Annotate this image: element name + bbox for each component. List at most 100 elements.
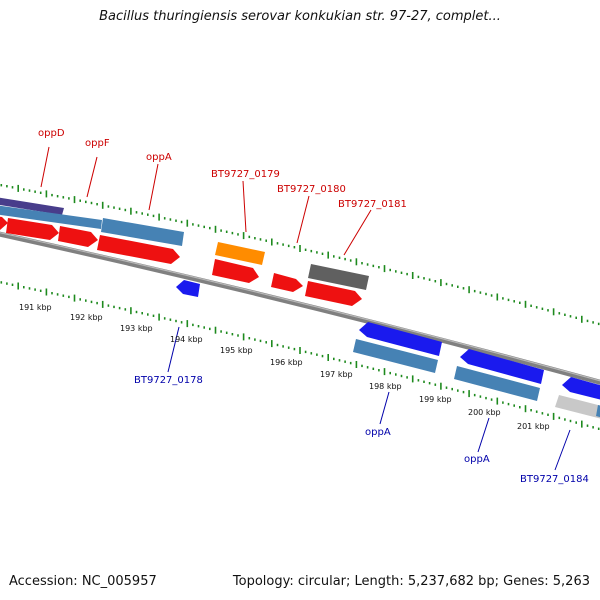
minor-tick	[473, 289, 476, 293]
minor-tick	[564, 313, 566, 316]
gene-oppA-steel-feature[interactable]	[101, 218, 184, 246]
minor-tick	[530, 304, 532, 307]
gene-red-feature-4[interactable]	[97, 235, 180, 264]
gene-oppA-steel-feature-2[interactable]	[454, 366, 540, 401]
gene-label-BT9727_0180[interactable]: BT9727_0180	[277, 184, 346, 195]
minor-tick	[56, 293, 59, 296]
minor-tick	[457, 389, 459, 392]
gene-label-oppD[interactable]: oppD	[38, 128, 65, 139]
gene-oppD-feature[interactable]	[0, 197, 64, 215]
minor-tick	[519, 406, 521, 409]
minor-tick	[113, 206, 115, 209]
minor-tick	[445, 282, 448, 286]
minor-tick	[502, 297, 504, 300]
minor-tick	[592, 426, 594, 429]
gene-red-feature-5[interactable]	[212, 259, 259, 283]
gene-red-feature-6[interactable]	[305, 281, 362, 306]
gene-BT9727_0184-feature[interactable]	[555, 395, 600, 421]
minor-tick	[395, 373, 397, 376]
minor-tick	[51, 193, 53, 197]
major-tick	[186, 219, 189, 227]
minor-tick	[333, 357, 335, 361]
gene-red-feature-2[interactable]	[6, 218, 59, 240]
minor-tick	[558, 416, 561, 420]
minor-tick	[575, 316, 577, 319]
minor-tick	[282, 243, 284, 246]
major-tick	[411, 375, 414, 383]
minor-tick	[316, 251, 318, 254]
minor-tick	[254, 338, 256, 341]
gene-label-oppF[interactable]: oppF	[85, 138, 110, 149]
gene-label-BT9727_0184[interactable]: BT9727_0184	[520, 474, 589, 485]
minor-tick	[457, 285, 459, 288]
minor-tick	[39, 191, 42, 194]
major-tick	[581, 315, 583, 323]
minor-tick	[558, 312, 561, 315]
minor-tick	[192, 223, 194, 226]
gene-oppA-steel-feature-1[interactable]	[353, 339, 438, 373]
major-tick	[468, 286, 470, 294]
minor-tick	[85, 200, 87, 204]
gene-label-oppA-reverse-2[interactable]: oppA	[464, 454, 490, 465]
minor-tick	[423, 277, 425, 280]
minor-tick	[163, 317, 166, 320]
minor-tick	[107, 205, 110, 208]
minor-tick	[338, 256, 341, 259]
leader-oppA	[148, 163, 159, 211]
gene-label-BT9727_0181[interactable]: BT9727_0181	[338, 199, 407, 210]
minor-tick	[23, 188, 25, 191]
minor-tick	[485, 292, 487, 296]
minor-tick	[0, 281, 3, 284]
minor-tick	[361, 262, 363, 265]
gene-red-feature-1[interactable]	[0, 216, 8, 230]
minor-tick	[417, 275, 420, 279]
gene-oppA-blue-feature-1[interactable]	[359, 322, 442, 356]
kbp-label: 201 kbp	[517, 422, 550, 431]
gene-oppF-feature[interactable]	[0, 205, 102, 229]
gene-label-oppA-reverse-1[interactable]: oppA	[365, 427, 391, 438]
minor-tick	[175, 219, 177, 222]
gene-blue-feature-3[interactable]	[562, 377, 600, 402]
gene-BT9727_0178-feature[interactable]	[176, 280, 200, 297]
gene-oppA-blue-feature-2[interactable]	[460, 349, 544, 384]
minor-tick	[287, 244, 290, 248]
gene-BT9727_0181-feature[interactable]	[308, 264, 369, 290]
gene-red-feature-3[interactable]	[58, 226, 98, 247]
minor-tick	[225, 230, 228, 233]
minor-tick	[321, 354, 324, 358]
minor-tick	[586, 424, 589, 427]
gene-label-BT9727_0178[interactable]: BT9727_0178	[134, 375, 203, 386]
minor-tick	[310, 249, 313, 253]
forward-gene-labels: oppD oppF oppA BT9727_0179 BT9727_0180 B…	[38, 128, 407, 210]
minor-tick	[586, 319, 589, 323]
gene-label-oppA[interactable]: oppA	[146, 152, 172, 163]
minor-tick	[6, 185, 8, 188]
minor-tick	[169, 318, 172, 321]
minor-tick	[575, 421, 577, 424]
minor-tick	[541, 412, 544, 415]
gene-BT9727_0180-feature[interactable]	[271, 273, 303, 292]
minor-tick	[96, 203, 98, 206]
major-tick	[327, 251, 329, 259]
major-tick	[242, 333, 245, 341]
minor-tick	[372, 367, 375, 370]
kbp-label: 196 kbp	[270, 358, 303, 367]
minor-tick	[147, 213, 149, 216]
gene-steel-feature-edge[interactable]	[596, 405, 600, 420]
minor-tick	[220, 330, 222, 333]
minor-tick	[349, 259, 352, 262]
minor-tick	[203, 225, 205, 229]
major-tick	[496, 397, 499, 405]
gene-BT9727_0179-feature[interactable]	[215, 242, 265, 265]
minor-tick	[6, 282, 8, 285]
kbp-label: 197 kbp	[320, 370, 353, 379]
leader-oppD	[40, 146, 50, 188]
minor-tick	[462, 287, 465, 290]
kbp-ruler-labels: 191 kbp 192 kbp 193 kbp 194 kbp 195 kbp …	[19, 303, 550, 431]
gene-label-BT9727_0179[interactable]: BT9727_0179	[211, 169, 280, 180]
minor-tick	[180, 321, 183, 324]
kbp-label: 194 kbp	[170, 335, 203, 344]
minor-tick	[237, 233, 239, 236]
minor-tick	[535, 410, 538, 413]
